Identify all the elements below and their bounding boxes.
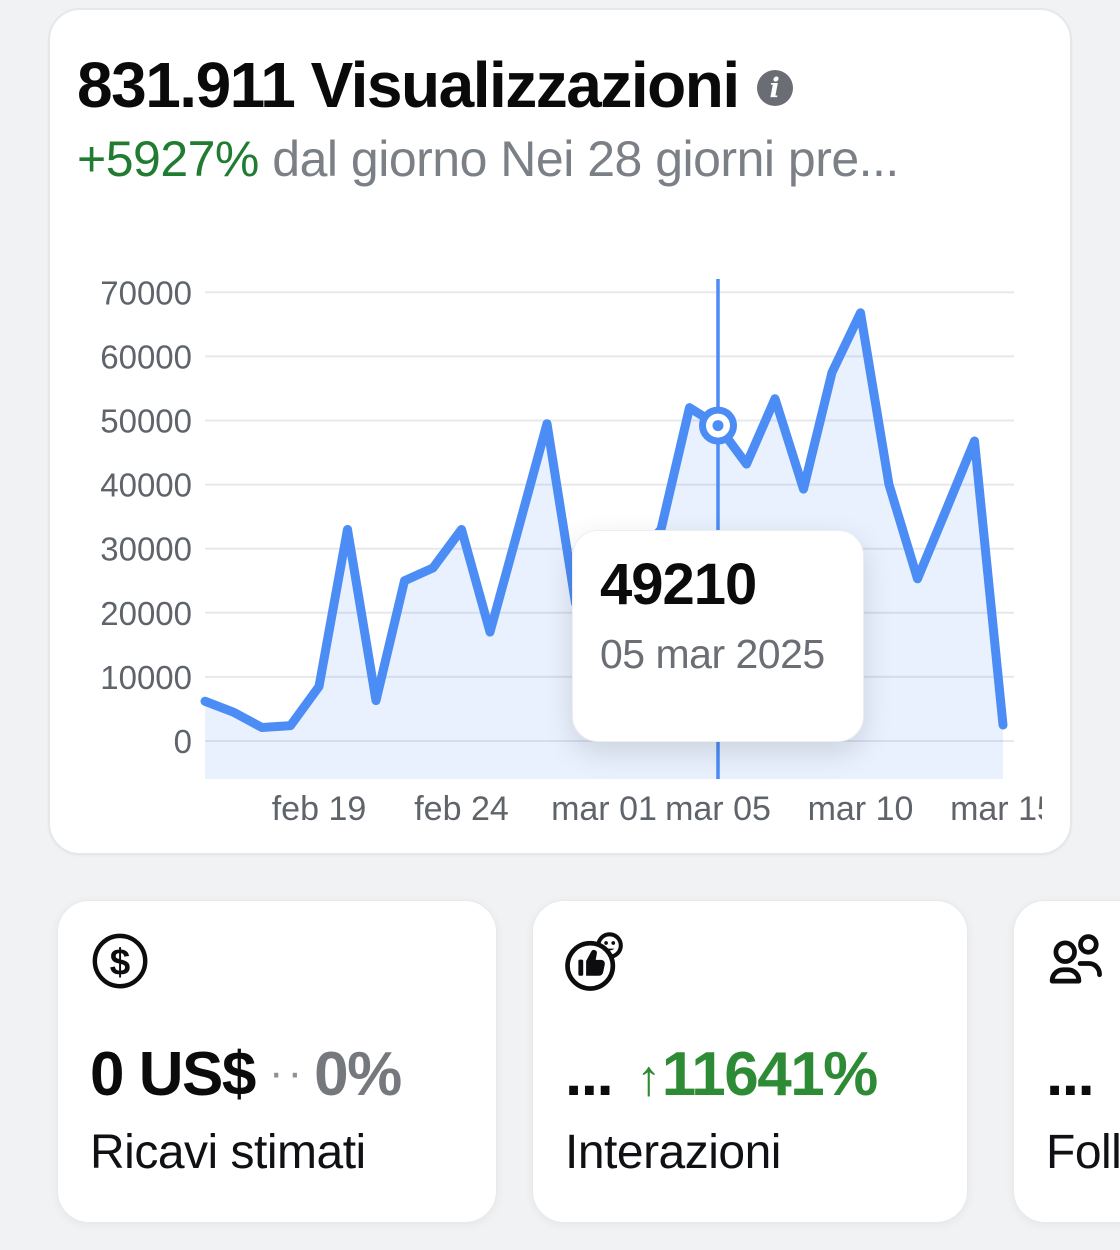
up-arrow-icon: ↑ (636, 1050, 661, 1106)
tooltip-date: 05 mar 2025 (600, 631, 825, 677)
earnings-change-percent: 0% (314, 1040, 402, 1109)
views-change-subtitle: +5927% dal giorno Nei 28 giorni pre... (77, 128, 1047, 190)
reactions-icon (565, 932, 623, 991)
interactions-value-row: ... ↑ 11641% (565, 1039, 879, 1111)
earnings-value-row: 0 US$ ·· 0% (90, 1039, 402, 1111)
x-axis-tick-label: mar 05 (665, 790, 771, 828)
y-axis-tick-label: 60000 (100, 338, 192, 375)
dollar-circle-icon: $ (92, 933, 148, 989)
x-axis-tick-label: mar 10 (808, 790, 914, 828)
people-icon (1049, 934, 1102, 984)
earnings-value: 0 US$ (90, 1040, 256, 1109)
views-total-title: 831.911 Visualizzazioni (77, 49, 740, 121)
chart-tooltip: 49210 05 mar 2025 (572, 530, 864, 742)
x-axis-tick-label: mar 01 (551, 790, 657, 828)
followers-label: Follower (1046, 1126, 1120, 1179)
views-change-context: dal giorno Nei 28 giorni pre... (258, 131, 899, 187)
x-axis-tick-label: feb 24 (414, 790, 509, 828)
y-axis-tick-label: 70000 (100, 274, 192, 311)
y-axis-tick-label: 30000 (100, 531, 192, 568)
selected-point-marker-dot (712, 420, 724, 432)
card-interactions[interactable]: ... ↑ 11641% Interazioni (532, 900, 968, 1223)
followers-value: ... (1046, 1040, 1095, 1109)
x-axis-tick-label: feb 19 (272, 790, 367, 828)
info-icon[interactable]: i (756, 70, 793, 106)
y-axis-tick-label: 0 (174, 723, 192, 760)
card-estimated-earnings[interactable]: $ 0 US$ ·· 0% Ricavi stimati (57, 900, 497, 1223)
y-axis-tick-label: 20000 (100, 595, 192, 632)
views-change-percent: +5927% (77, 131, 259, 187)
y-axis-tick-label: 10000 (100, 659, 192, 696)
interactions-change-percent: 11641% (661, 1040, 879, 1109)
x-axis-tick-label: mar 15 (950, 790, 1056, 828)
y-axis-tick-label: 50000 (100, 403, 192, 440)
views-overview-card: 831.911 Visualizzazioni i +5927% dal gio… (48, 8, 1072, 855)
interactions-label: Interazioni (565, 1126, 781, 1179)
earnings-separator-dots: ·· (268, 1048, 307, 1097)
followers-value-row: ... (1046, 1039, 1095, 1111)
card-header: 831.911 Visualizzazioni i +5927% dal gio… (77, 48, 1047, 190)
tooltip-value: 49210 (600, 552, 757, 617)
svg-text:$: $ (110, 942, 130, 983)
y-axis-tick-label: 40000 (100, 467, 192, 504)
earnings-label: Ricavi stimati (90, 1126, 366, 1179)
views-chart[interactable]: 70000 60000 50000 40000 30000 20000 10000 0 feb … (50, 10, 1074, 853)
interactions-value: ... (565, 1040, 614, 1109)
card-followers[interactable]: ... Follower (1013, 900, 1120, 1223)
